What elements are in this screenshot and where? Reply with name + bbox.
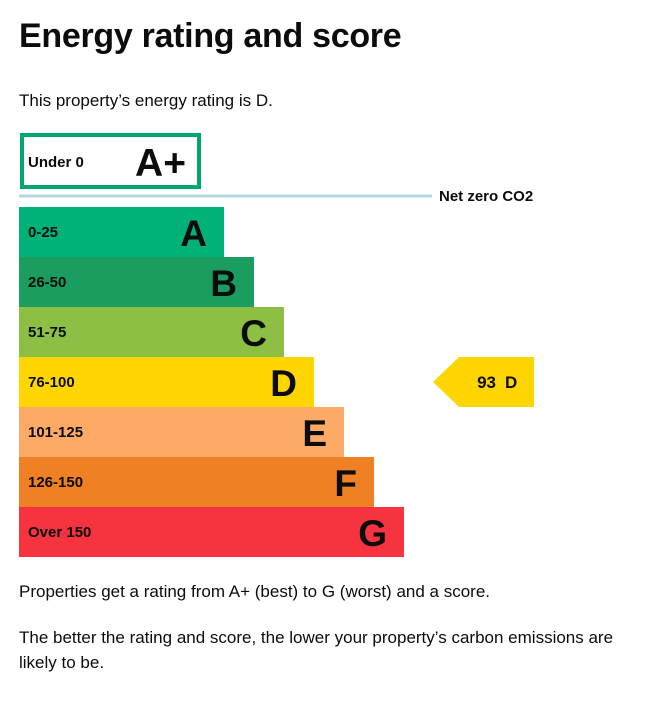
band-d-range: 76-100	[28, 374, 75, 391]
rating-explanation: Properties get a rating from A+ (best) t…	[19, 582, 491, 601]
band-aplus-letter: A+	[135, 142, 186, 185]
band-g-bar	[19, 507, 404, 557]
band-g-range: Over 150	[28, 524, 91, 541]
band-e-range: 101-125	[28, 424, 83, 441]
page-title: Energy rating and score	[19, 17, 402, 55]
current-rating-marker	[433, 357, 534, 407]
band-a-range: 0-25	[28, 224, 58, 241]
band-aplus-box	[20, 133, 201, 189]
band-a-bar	[19, 207, 224, 257]
band-e-letter: E	[302, 413, 327, 454]
band-b-bar	[19, 257, 254, 307]
band-a-letter: A	[180, 213, 207, 254]
band-d-letter: D	[270, 363, 297, 404]
carbon-explanation: The better the rating and score, the low…	[19, 628, 614, 672]
band-f-range: 126-150	[28, 474, 83, 491]
band-c-bar	[19, 307, 284, 357]
current-rating-score: 93	[477, 373, 496, 392]
band-aplus-range: Under 0	[28, 154, 84, 171]
band-c-letter: C	[240, 313, 267, 354]
net-zero-label: Net zero CO2	[439, 188, 533, 205]
band-b-letter: B	[210, 263, 237, 304]
band-b-range: 26-50	[28, 274, 66, 291]
band-e-bar	[19, 407, 344, 457]
band-g-letter: G	[358, 513, 387, 554]
band-f-bar	[19, 457, 374, 507]
rating-summary: This property’s energy rating is D.	[19, 91, 273, 110]
band-d-bar	[19, 357, 314, 407]
band-c-range: 51-75	[28, 324, 66, 341]
current-rating-letter: D	[505, 373, 517, 392]
band-f-letter: F	[334, 463, 357, 504]
